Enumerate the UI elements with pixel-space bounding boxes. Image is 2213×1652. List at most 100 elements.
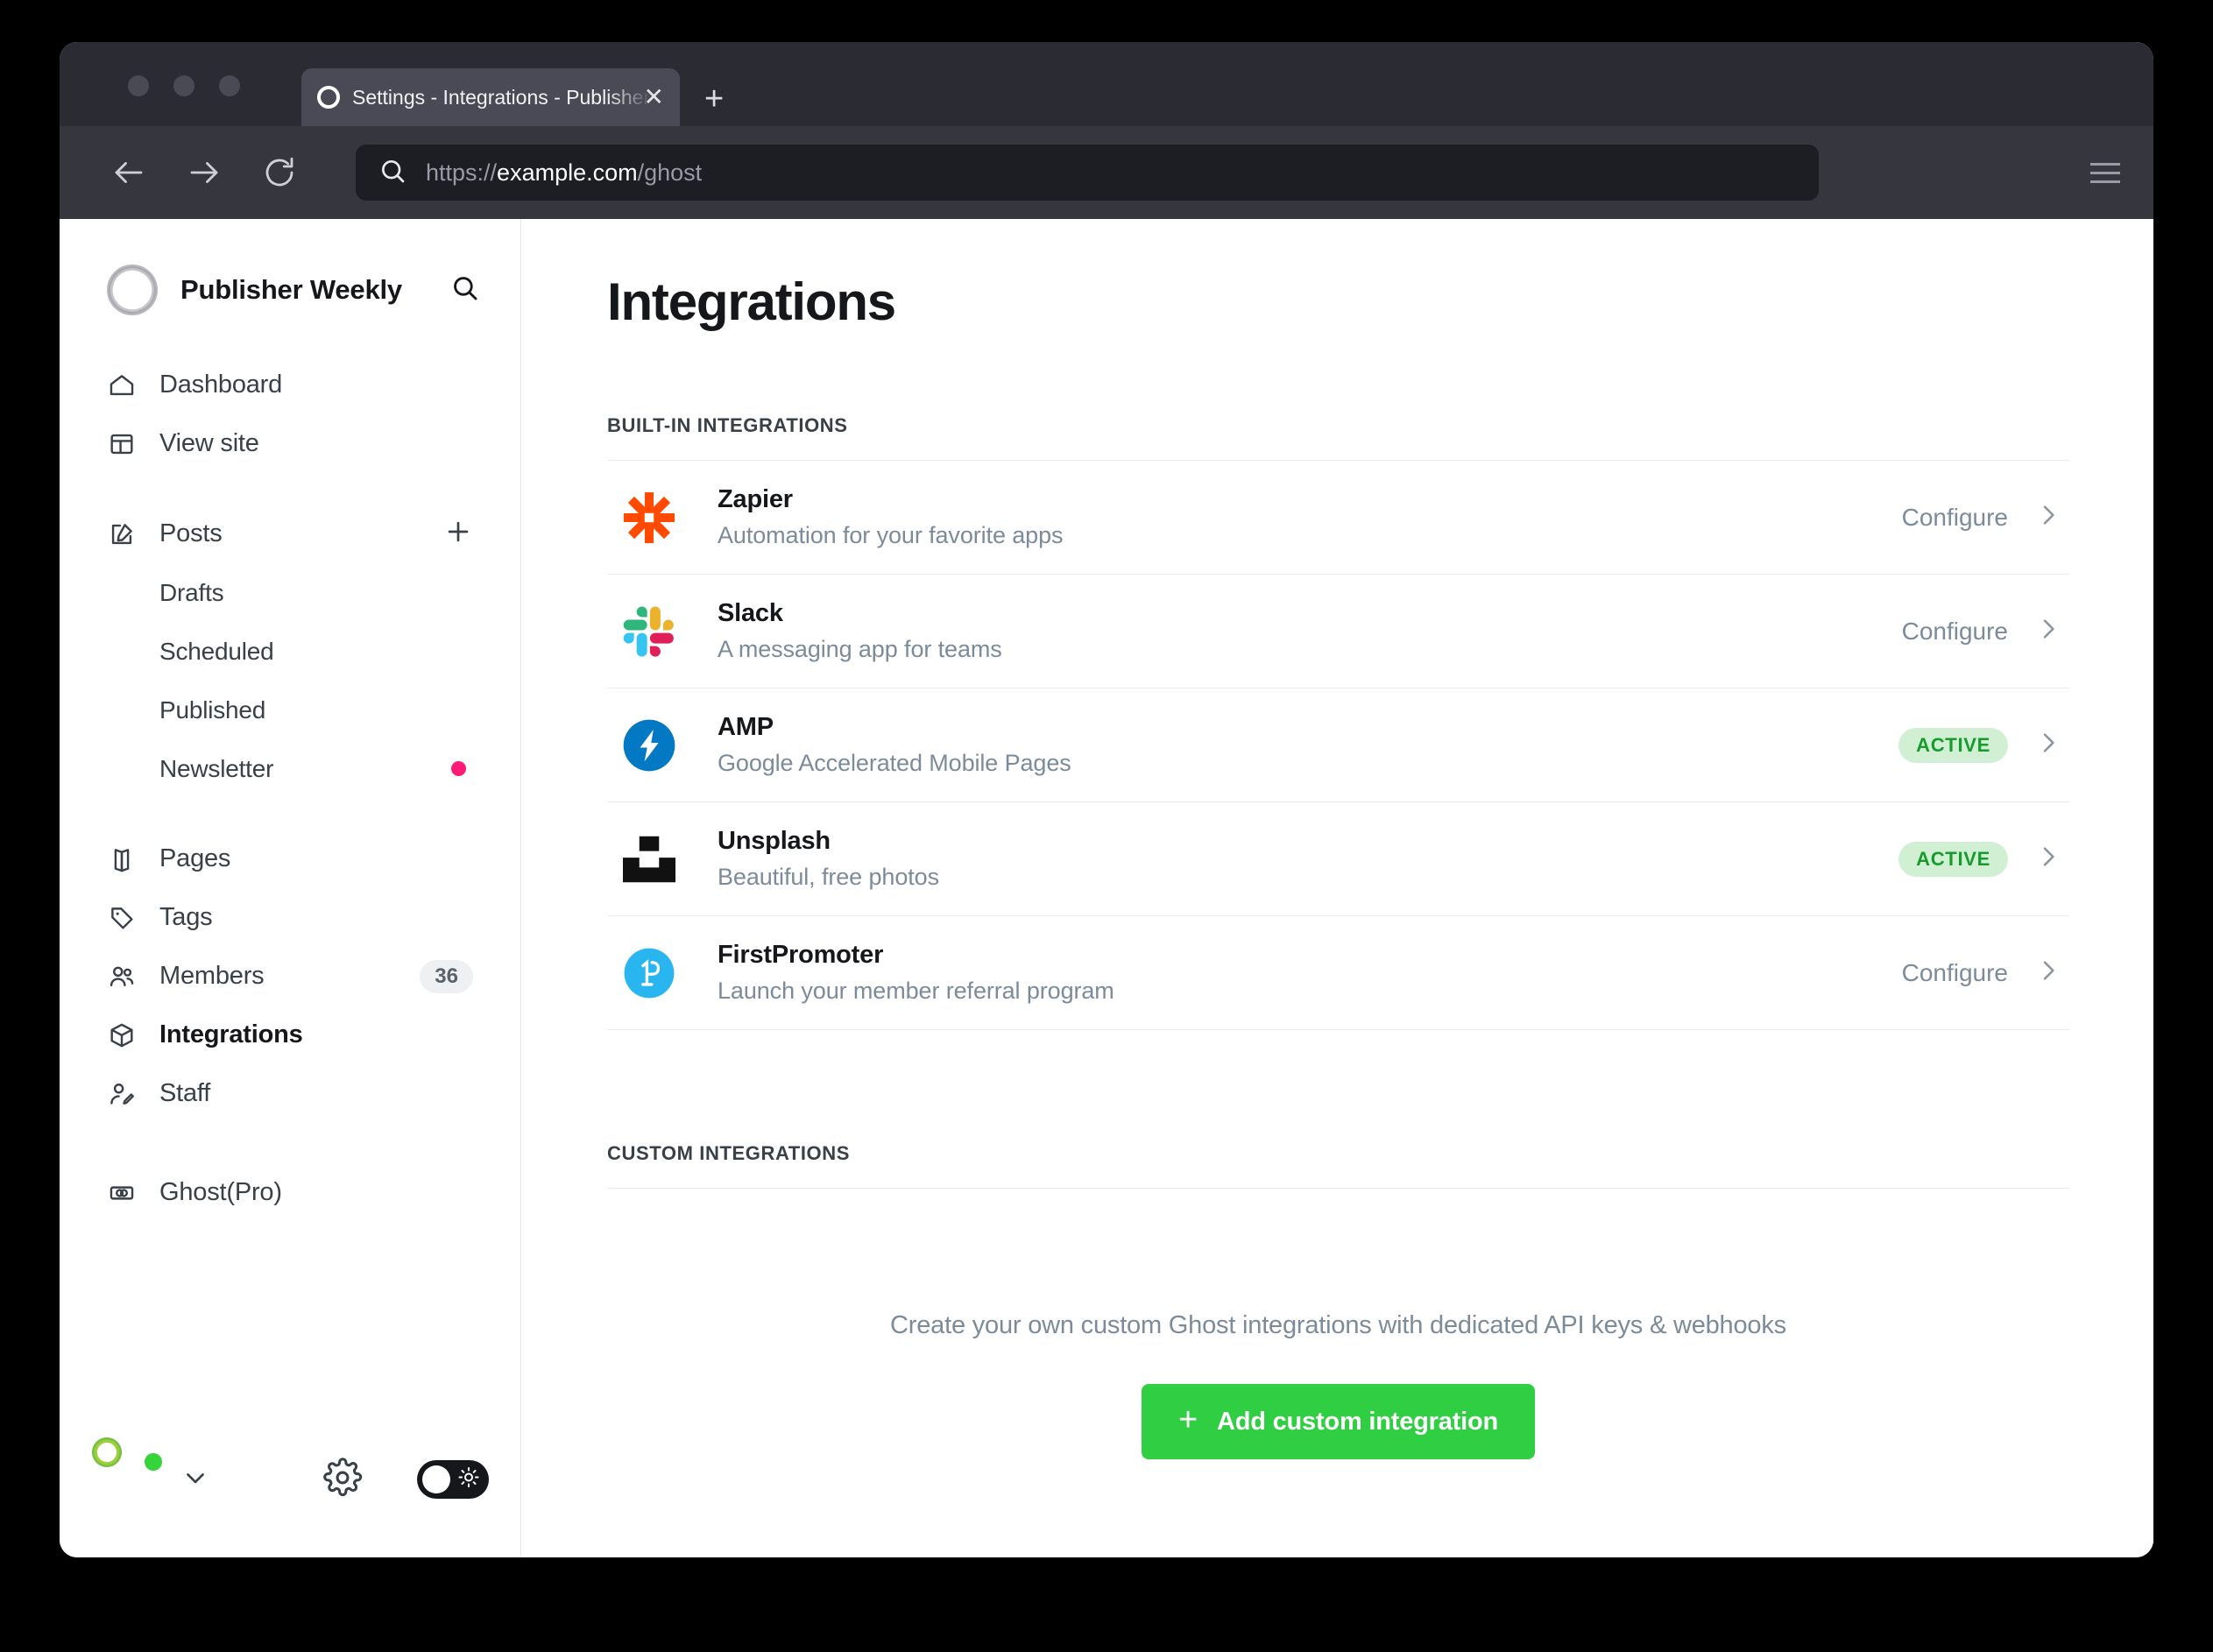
edit-square-icon [107, 519, 137, 549]
sidebar-item-members[interactable]: Members 36 [86, 947, 494, 1006]
members-count-badge: 36 [420, 959, 473, 993]
integration-name: Unsplash [718, 827, 831, 855]
sidebar-item-integrations[interactable]: Integrations [86, 1006, 494, 1064]
configure-link[interactable]: Configure [1901, 617, 2008, 645]
sidebar-item-dashboard[interactable]: Dashboard [86, 356, 494, 414]
sidebar: Publisher Weekly Dashboard [60, 219, 521, 1557]
unread-dot-icon [451, 761, 466, 776]
integration-action[interactable]: ACTIVE [1898, 841, 2069, 877]
sidebar-item-newsletter[interactable]: Newsletter [86, 739, 494, 798]
reload-icon[interactable] [261, 154, 298, 191]
integration-action[interactable]: ACTIVE [1898, 727, 2069, 763]
sidebar-item-ghost-pro[interactable]: Ghost(Pro) [86, 1163, 494, 1222]
sidebar-footer [60, 1434, 520, 1557]
gear-icon[interactable] [322, 1457, 363, 1502]
sidebar-nav: Dashboard View site Po [60, 356, 520, 1253]
sidebar-item-pages[interactable]: Pages [86, 830, 494, 888]
browser-nav-bar: https://example.com/ghost [60, 126, 2153, 219]
integration-description: Automation for your favorite apps [718, 522, 1064, 548]
sidebar-item-label: Drafts [159, 578, 224, 606]
integration-row[interactable]: Slack A messaging app for teams Configur… [607, 575, 2069, 688]
page-title: Integrations [607, 272, 896, 331]
integration-row[interactable]: Zapier Automation for your favorite apps… [607, 461, 2069, 575]
url-prefix: https:// [426, 159, 498, 186]
integration-name: FirstPromoter [718, 941, 884, 969]
custom-integrations-empty-state: Create your own custom Ghost integration… [607, 1188, 2069, 1557]
ghost-admin-app: Publisher Weekly Dashboard [60, 219, 2153, 1557]
custom-integrations-section: CUSTOM INTEGRATIONS Create your own cust… [607, 1142, 2069, 1557]
integration-text: FirstPromoter Launch your member referra… [718, 941, 1902, 1005]
integration-action[interactable]: Configure [1902, 615, 2069, 647]
cube-icon [107, 1020, 137, 1050]
integration-name: AMP [718, 713, 774, 741]
sidebar-item-label: Posts [159, 519, 223, 547]
integration-action[interactable]: Configure [1902, 957, 2069, 989]
integration-text: Unsplash Beautiful, free photos [718, 827, 1898, 891]
arrow-left-icon[interactable] [110, 154, 147, 191]
hamburger-menu-icon[interactable] [2090, 162, 2120, 183]
user-edit-icon [107, 1079, 137, 1109]
site-name: Publisher Weekly [180, 274, 402, 305]
sidebar-item-posts[interactable]: Posts [86, 505, 494, 563]
chevron-down-icon[interactable] [180, 1463, 210, 1497]
integration-row[interactable]: FirstPromoter Launch your member referra… [607, 916, 2069, 1030]
sidebar-item-label: View site [159, 429, 259, 457]
chevron-right-icon[interactable] [2034, 729, 2062, 761]
configure-link[interactable]: Configure [1901, 958, 2008, 986]
pages-icon [107, 844, 137, 874]
sidebar-item-drafts[interactable]: Drafts [86, 563, 494, 622]
integration-action[interactable]: Configure [1902, 501, 2069, 533]
minimize-window-button[interactable] [173, 75, 194, 96]
ghost-pro-icon [107, 1178, 137, 1208]
plus-icon[interactable] [443, 517, 473, 551]
browser-tab[interactable]: Settings - Integrations - Publisher Week… [301, 68, 680, 126]
sidebar-item-label: Pages [159, 844, 231, 872]
url-path: /ghost [637, 159, 703, 186]
search-icon [378, 157, 407, 189]
search-icon[interactable] [450, 273, 480, 307]
site-logo-icon [100, 258, 165, 322]
url-host: example.com [497, 159, 638, 186]
sidebar-item-label: Newsletter [159, 754, 274, 782]
maximize-window-button[interactable] [219, 75, 240, 96]
sidebar-item-scheduled[interactable]: Scheduled [86, 622, 494, 681]
sidebar-item-published[interactable]: Published [86, 681, 494, 739]
status-badge: ACTIVE [1898, 841, 2008, 877]
sidebar-item-label: Tags [159, 903, 213, 931]
chevron-right-icon[interactable] [2034, 843, 2062, 875]
chevron-right-icon[interactable] [2034, 957, 2062, 989]
integration-row[interactable]: Unsplash Beautiful, free photos ACTIVE [607, 802, 2069, 916]
custom-section-label: CUSTOM INTEGRATIONS [607, 1142, 851, 1164]
address-bar[interactable]: https://example.com/ghost [356, 145, 1819, 201]
sidebar-item-staff[interactable]: Staff [86, 1064, 494, 1123]
firstpromoter-logo [619, 943, 679, 1003]
chevron-right-icon[interactable] [2034, 615, 2062, 647]
chevron-right-icon[interactable] [2034, 501, 2062, 533]
sidebar-item-tags[interactable]: Tags [86, 888, 494, 947]
builtin-section-label: BUILT-IN INTEGRATIONS [607, 414, 848, 436]
integration-row[interactable]: AMP Google Accelerated Mobile Pages ACTI… [607, 688, 2069, 802]
sidebar-item-view-site[interactable]: View site [86, 414, 494, 473]
integration-description: Launch your member referral program [718, 978, 1114, 1004]
configure-link[interactable]: Configure [1901, 503, 2008, 531]
nav-group-account: Ghost(Pro) [86, 1163, 494, 1222]
add-custom-integration-button[interactable]: + Add custom integration [1141, 1384, 1536, 1459]
integration-text: AMP Google Accelerated Mobile Pages [718, 713, 1898, 777]
arrow-right-icon[interactable] [186, 154, 223, 191]
plus-icon: + [1177, 1401, 1198, 1438]
unsplash-logo [619, 830, 679, 889]
avatar[interactable] [88, 1434, 165, 1507]
integration-text: Zapier Automation for your favorite apps [718, 485, 1902, 549]
layout-icon [107, 429, 137, 459]
new-tab-button[interactable]: + [704, 81, 725, 117]
sun-icon [458, 1467, 479, 1493]
close-window-button[interactable] [128, 75, 149, 96]
sidebar-item-label: Dashboard [159, 371, 283, 399]
amp-logo [619, 716, 679, 775]
window-traffic-lights [128, 75, 240, 96]
close-icon[interactable]: ✕ [643, 83, 664, 110]
sidebar-brand[interactable]: Publisher Weekly [60, 219, 520, 322]
theme-toggle[interactable] [417, 1460, 489, 1499]
home-icon [107, 371, 137, 400]
integration-name: Slack [718, 599, 783, 627]
